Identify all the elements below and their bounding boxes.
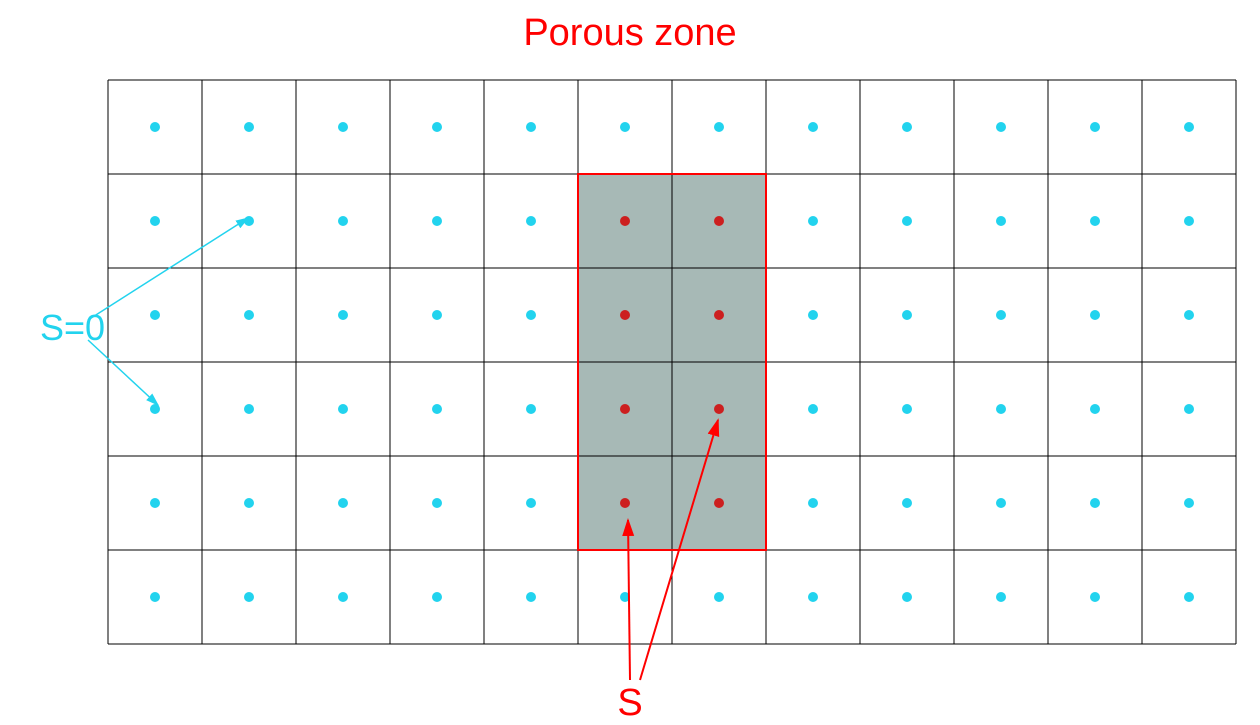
diagram-svg: Porous zone S=0 S	[0, 0, 1260, 725]
dot-fluid	[902, 216, 912, 226]
dot-fluid	[996, 404, 1006, 414]
dot-fluid	[1184, 404, 1194, 414]
dot-porous	[714, 404, 724, 414]
dot-fluid	[526, 404, 536, 414]
dot-fluid	[1090, 310, 1100, 320]
dot-fluid	[808, 592, 818, 602]
dot-fluid	[526, 122, 536, 132]
label-porous-zone: Porous zone	[523, 12, 736, 54]
dot-fluid	[432, 216, 442, 226]
dot-fluid	[902, 404, 912, 414]
dot-fluid	[338, 592, 348, 602]
dot-fluid	[902, 122, 912, 132]
dot-fluid	[244, 498, 254, 508]
label-s: S	[617, 682, 642, 724]
dot-fluid	[526, 498, 536, 508]
dot-fluid	[996, 498, 1006, 508]
dot-fluid	[244, 310, 254, 320]
dot-fluid	[808, 310, 818, 320]
dot-fluid	[1090, 404, 1100, 414]
dot-fluid	[996, 592, 1006, 602]
dot-fluid	[338, 404, 348, 414]
dot-fluid	[1184, 592, 1194, 602]
dot-fluid	[996, 216, 1006, 226]
dot-fluid	[244, 216, 254, 226]
label-s-zero: S=0	[40, 307, 105, 348]
dot-fluid	[432, 310, 442, 320]
dot-fluid	[244, 122, 254, 132]
dot-porous	[714, 310, 724, 320]
dot-fluid	[338, 310, 348, 320]
dot-fluid	[244, 592, 254, 602]
dot-fluid	[244, 404, 254, 414]
dot-fluid	[1090, 216, 1100, 226]
dot-fluid	[432, 404, 442, 414]
dot-porous	[714, 498, 724, 508]
dot-porous	[620, 404, 630, 414]
dot-fluid	[808, 498, 818, 508]
dot-fluid	[902, 592, 912, 602]
dot-fluid	[714, 592, 724, 602]
dot-porous	[620, 216, 630, 226]
dot-fluid	[526, 592, 536, 602]
dot-fluid	[996, 122, 1006, 132]
dot-fluid	[1090, 592, 1100, 602]
dot-porous	[620, 310, 630, 320]
dot-porous	[714, 216, 724, 226]
dot-fluid	[526, 216, 536, 226]
dot-fluid	[338, 216, 348, 226]
dot-fluid	[150, 310, 160, 320]
dot-fluid	[150, 404, 160, 414]
dot-fluid	[902, 498, 912, 508]
dot-porous	[620, 498, 630, 508]
dot-fluid	[338, 498, 348, 508]
dot-fluid	[620, 122, 630, 132]
dot-fluid	[808, 404, 818, 414]
diagram-stage: Porous zone S=0 S	[0, 0, 1260, 725]
dot-fluid	[150, 216, 160, 226]
dot-fluid	[902, 310, 912, 320]
dot-fluid	[150, 592, 160, 602]
dot-fluid	[432, 122, 442, 132]
dot-fluid	[1184, 122, 1194, 132]
dot-fluid	[1184, 216, 1194, 226]
dot-fluid	[150, 122, 160, 132]
dot-fluid	[996, 310, 1006, 320]
dot-fluid	[526, 310, 536, 320]
dot-fluid	[1184, 310, 1194, 320]
dot-fluid	[150, 498, 160, 508]
dot-fluid	[808, 216, 818, 226]
dot-fluid	[1090, 498, 1100, 508]
dot-fluid	[808, 122, 818, 132]
dot-fluid	[432, 592, 442, 602]
dot-fluid	[338, 122, 348, 132]
grid	[108, 80, 1236, 644]
dot-fluid	[1090, 122, 1100, 132]
arrows-s-zero	[88, 218, 248, 405]
dot-fluid	[714, 122, 724, 132]
dot-fluid	[432, 498, 442, 508]
dot-fluid	[1184, 498, 1194, 508]
